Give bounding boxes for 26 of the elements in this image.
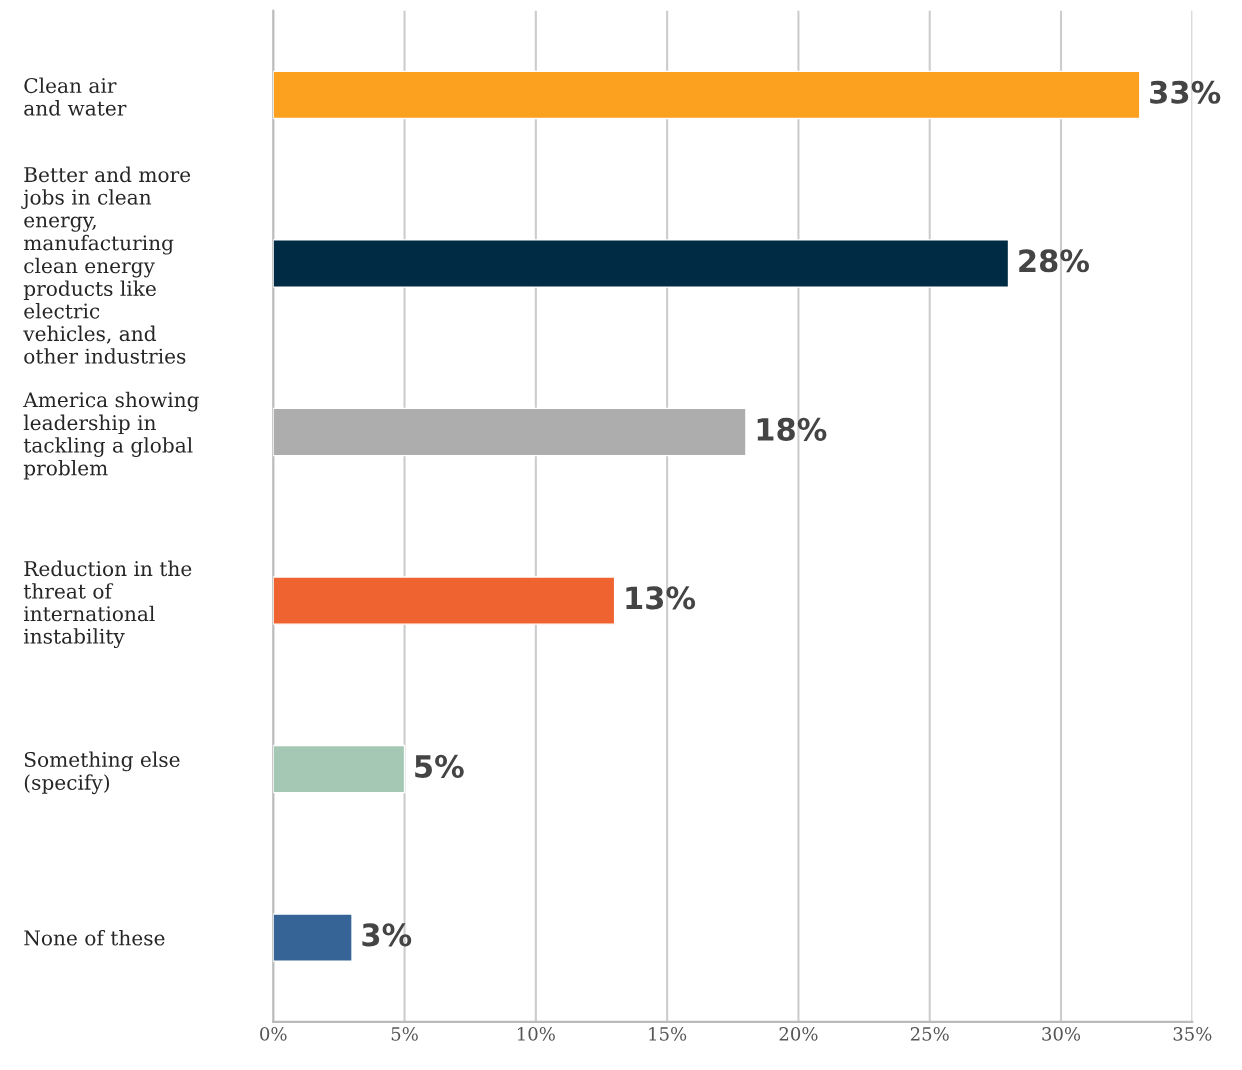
- bar: [273, 70, 1141, 120]
- x-tick-label: 20%: [779, 1027, 818, 1041]
- data-label: 3%: [362, 923, 412, 947]
- data-label: 5%: [415, 754, 464, 778]
- category-label: Better and more jobs in clean energy, manufacturing clean energy products like electric vehicles, and other industries: [21, 166, 191, 364]
- y-tick-label: America showing leadership in tackling a global problem: [23, 391, 199, 480]
- x-tick-label: 10%: [517, 1027, 555, 1041]
- y-tick-label: Something else (specify): [24, 751, 180, 795]
- bar: [273, 576, 616, 625]
- x-tick-label: 0%: [260, 1027, 287, 1041]
- bar: [273, 407, 747, 457]
- data-label: 33%: [1150, 80, 1221, 104]
- bar: [273, 239, 1010, 288]
- y-tick-label: Reduction in the threat of international instability: [23, 560, 192, 649]
- bar: [273, 913, 353, 962]
- data-label: 13%: [626, 586, 696, 610]
- y-tick-label: Clean air and water: [24, 77, 127, 116]
- y-tick-label: None of these: [24, 929, 165, 946]
- x-tick-label: 35%: [1173, 1027, 1212, 1041]
- data-label: 18%: [757, 417, 827, 441]
- x-tick-label: 25%: [910, 1027, 949, 1041]
- x-tick-label: 30%: [1042, 1027, 1081, 1041]
- x-tick-label: 15%: [649, 1027, 687, 1041]
- x-tick-label: 5%: [391, 1027, 418, 1041]
- bar: [273, 744, 406, 794]
- data-label: 28%: [1019, 249, 1089, 273]
